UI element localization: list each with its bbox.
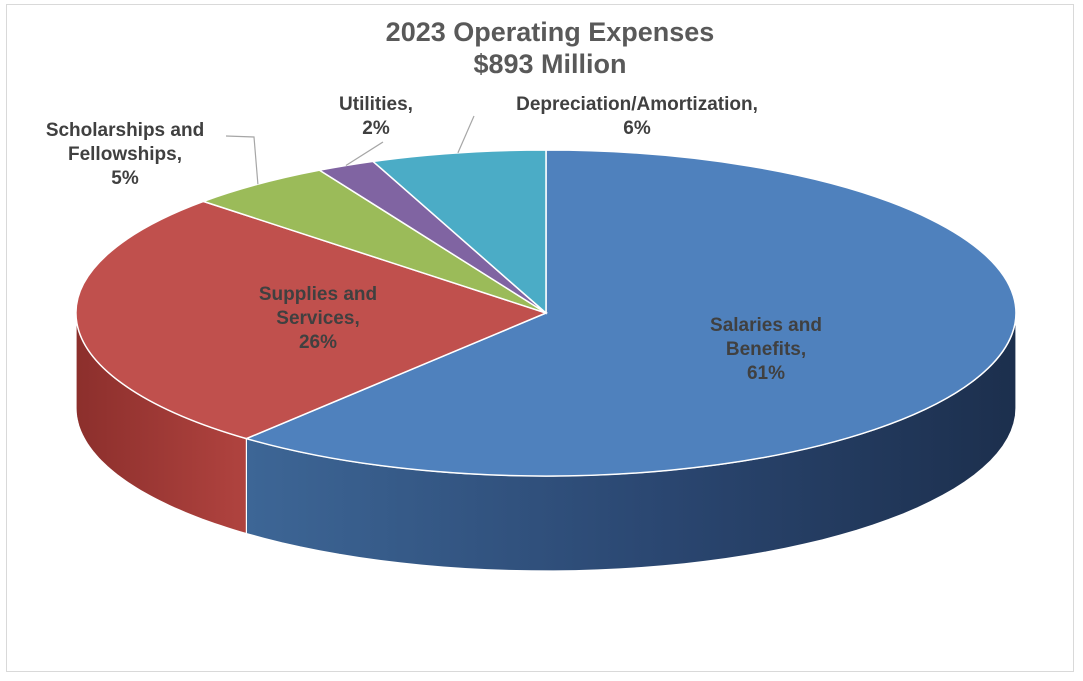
- data-label-scholarships-and-fellowships: Scholarships and: [46, 120, 204, 141]
- chart-subtitle: $893 Million: [473, 49, 626, 79]
- leader-lines: [225, 115, 475, 185]
- data-label-scholarships-and-fellowships: Fellowships,: [68, 144, 182, 165]
- data-label-salaries-and-benefits: 61%: [747, 363, 785, 384]
- leader-line-scholarships-and-fellowships: [225, 135, 259, 185]
- data-label-depreciation-amortization: 6%: [623, 118, 651, 139]
- chart-title: 2023 Operating Expenses: [386, 17, 715, 47]
- leader-line-depreciation-amortization: [457, 115, 475, 154]
- data-label-utilities: Utilities,: [339, 94, 413, 115]
- data-label-salaries-and-benefits: Benefits,: [726, 339, 806, 360]
- pie-slices: [75, 149, 1017, 477]
- data-label-supplies-and-services: Services,: [276, 308, 359, 329]
- data-label-utilities: 2%: [362, 118, 390, 139]
- data-label-salaries-and-benefits: Salaries and: [710, 315, 822, 336]
- data-label-depreciation-amortization: Depreciation/Amortization,: [516, 94, 758, 115]
- data-label-supplies-and-services: 26%: [299, 332, 337, 353]
- data-label-supplies-and-services: Supplies and: [259, 284, 377, 305]
- slice-supplies-and-services: [75, 200, 549, 440]
- leader-line-utilities: [345, 141, 384, 167]
- slice-salaries-and-benefits: [244, 149, 1017, 477]
- slice-scholarships-and-fellowships: [201, 169, 547, 314]
- data-labels: Salaries and Benefits, 61% Supplies and Serv…: [46, 94, 822, 384]
- data-label-scholarships-and-fellowships: 5%: [111, 168, 139, 189]
